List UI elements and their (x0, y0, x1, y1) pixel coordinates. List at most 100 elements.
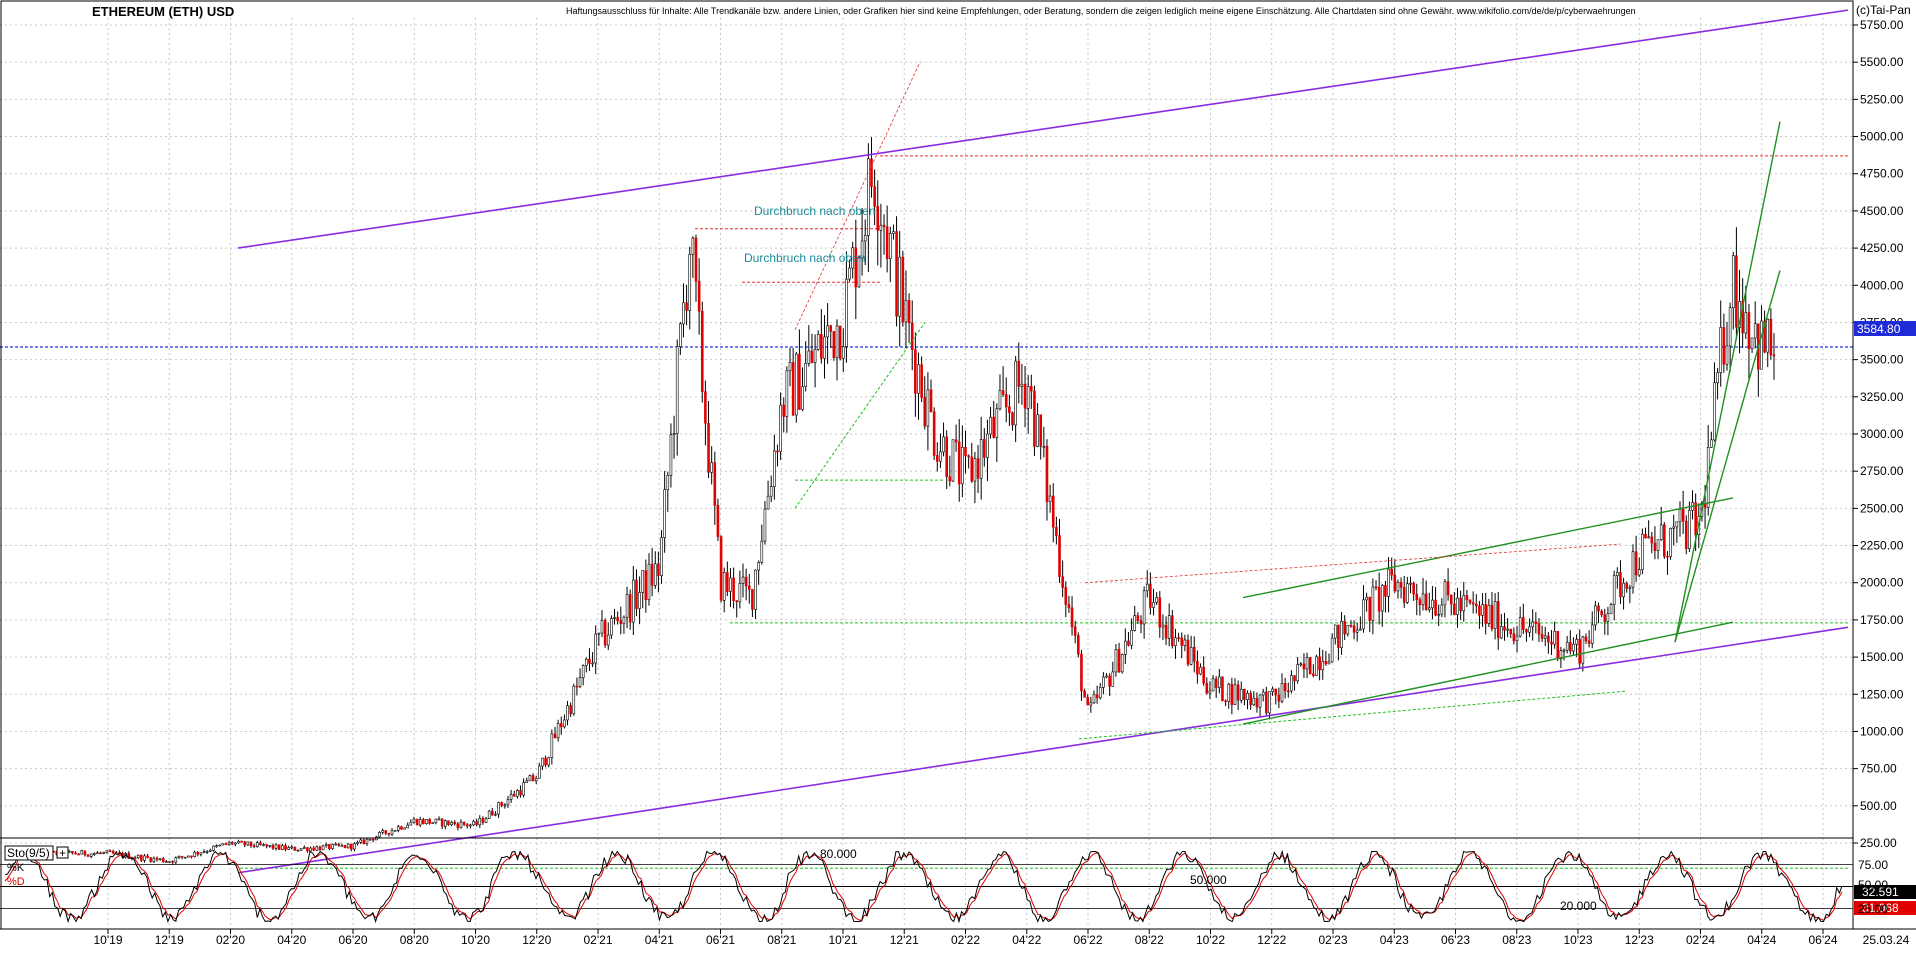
candle-body (644, 570, 648, 601)
stoch-tick-25: 25.00 (1858, 902, 1888, 916)
candle-body (1055, 526, 1058, 536)
y-tick-label: 4250.00 (1860, 241, 1904, 255)
candle-body (494, 813, 497, 816)
candle-body (1227, 683, 1231, 702)
candle-body (1268, 691, 1271, 714)
candle-body (854, 247, 858, 288)
candle-body (472, 821, 475, 826)
x-tick-label: 08'23 (1502, 933, 1531, 947)
candle-body (563, 719, 566, 728)
candle-body (418, 819, 422, 826)
candle-body (444, 820, 447, 827)
candle-body (1631, 551, 1635, 588)
candle-body (638, 592, 641, 609)
candle-body (964, 446, 967, 457)
candle-body (632, 579, 635, 623)
x-tick-label: 10'19 (94, 933, 123, 947)
candle-body (1684, 520, 1688, 549)
y-tick-label: 4500.00 (1860, 204, 1904, 218)
candle-body (1105, 675, 1108, 678)
candle-body (1503, 626, 1506, 631)
y-tick-label: 5250.00 (1860, 92, 1904, 106)
candle-body (1023, 383, 1027, 409)
candle-body (1280, 683, 1284, 702)
candle-body (328, 844, 331, 850)
candle-body (744, 576, 748, 587)
candle-body (371, 838, 375, 841)
candle-body (1509, 628, 1513, 634)
candle-body (606, 634, 610, 646)
candle-body (1327, 661, 1331, 665)
candle-body (1581, 636, 1585, 664)
candle-body (491, 810, 494, 816)
x-tick-label: 04'20 (277, 933, 306, 947)
candle-body (1142, 590, 1146, 625)
candle-body (932, 411, 936, 456)
x-tick-label: 06'21 (706, 933, 735, 947)
candle-body (143, 855, 146, 861)
candle-body (306, 847, 309, 852)
y-tick-label: 4000.00 (1860, 278, 1904, 292)
candle-body (923, 397, 927, 427)
candle-body (569, 705, 572, 715)
candle-body (425, 819, 428, 824)
plus-icon[interactable]: + (59, 846, 66, 860)
candle-body (155, 857, 159, 860)
candle-body (1061, 576, 1064, 588)
x-tick-label: 02'20 (216, 933, 245, 947)
y-tick-label: 1500.00 (1860, 650, 1904, 664)
add-indicator-button[interactable] (56, 846, 69, 859)
candle-body (967, 455, 970, 458)
candle-body (1224, 700, 1227, 703)
candle-body (1139, 620, 1143, 625)
candle-body (735, 600, 739, 603)
candle-body (396, 826, 400, 831)
x-tick-label: 02'24 (1686, 933, 1715, 947)
candle-body (801, 386, 804, 410)
x-tick-label: 06'23 (1441, 933, 1470, 947)
candle-body (685, 302, 688, 311)
price-series (20, 137, 1776, 865)
candle-body (769, 486, 773, 497)
candle-body (857, 257, 861, 288)
annotation-breakout-1: Durchbruch nach oben (754, 204, 875, 218)
candle-body (353, 843, 356, 850)
candle-body (199, 852, 203, 855)
candle-body (820, 333, 823, 359)
candle-body (581, 665, 585, 679)
candle-body (1033, 390, 1036, 447)
candle-body (1453, 603, 1456, 615)
candle-body (1305, 657, 1309, 670)
candle-body (1374, 586, 1378, 589)
candle-body (324, 844, 328, 847)
candle-body (1136, 615, 1140, 621)
candle-body (431, 822, 435, 824)
y-tick-label: 1750.00 (1860, 613, 1904, 627)
candle-body (1321, 660, 1325, 671)
candle-body (1487, 604, 1491, 624)
candle-body (1650, 536, 1654, 544)
candle-body (1020, 383, 1024, 387)
candle-body (1537, 623, 1541, 635)
candle-body (879, 224, 883, 231)
candle-body (1659, 524, 1663, 540)
candle-body (1666, 556, 1669, 558)
y-tick-label: 1000.00 (1860, 724, 1904, 738)
candle-body (1233, 684, 1237, 705)
candle-body (603, 620, 607, 646)
candle-body (716, 505, 720, 537)
candle-body (657, 563, 660, 576)
candle-body (1114, 649, 1118, 673)
candle-body (96, 852, 99, 855)
k-label: %K (7, 862, 25, 874)
candle-body (588, 658, 591, 664)
candle-body (1324, 660, 1328, 665)
candle-body (287, 847, 290, 850)
candle-body (782, 404, 786, 417)
candle-body (334, 843, 337, 846)
candle-body (1186, 639, 1190, 665)
candle-body (1522, 617, 1525, 630)
candle-body (838, 325, 842, 359)
candle-body (738, 583, 742, 603)
candle-body (1490, 604, 1494, 629)
